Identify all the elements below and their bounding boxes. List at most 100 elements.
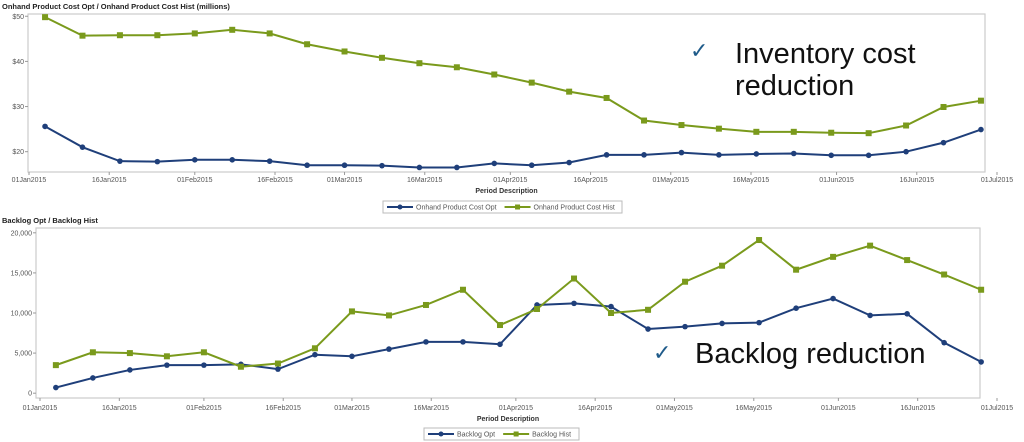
data-point <box>682 323 688 330</box>
inventory-annotation-line2: reduction <box>735 70 855 102</box>
data-point <box>200 349 207 356</box>
data-point <box>603 152 610 158</box>
data-point <box>311 345 318 352</box>
y-tick-label: 5,000 <box>14 351 32 358</box>
data-point <box>423 339 429 345</box>
data-point <box>341 162 348 169</box>
checkmark-icon: ✓ <box>653 340 672 365</box>
x-axis-label: Period Description <box>477 416 539 423</box>
data-point <box>191 30 198 37</box>
data-point <box>678 122 685 129</box>
data-point <box>528 162 535 169</box>
data-point <box>756 319 762 326</box>
y-tick-label: $30 <box>12 104 24 111</box>
x-tick-label: 01May2015 <box>652 177 689 184</box>
data-point <box>229 26 236 33</box>
data-point <box>496 322 503 329</box>
data-point <box>116 32 123 39</box>
data-point <box>416 164 423 171</box>
x-tick-label: 16Apr2015 <box>573 177 607 184</box>
x-tick-label: 01Mar2015 <box>327 177 363 184</box>
series-line-1 <box>44 16 982 135</box>
inventory-annotation: Inventory cost reduction <box>735 38 916 102</box>
data-point <box>682 278 689 285</box>
data-point <box>460 339 466 345</box>
legend-marker <box>515 204 521 210</box>
data-point <box>608 303 614 310</box>
data-point <box>266 158 273 164</box>
data-point <box>126 350 133 357</box>
data-point <box>379 162 385 169</box>
x-tick-label: 16May2015 <box>735 405 772 412</box>
data-point <box>497 341 503 348</box>
legend-label: Backlog Opt <box>457 432 495 439</box>
data-point <box>191 157 198 163</box>
data-point <box>753 128 760 135</box>
x-tick-label: 16Mar2015 <box>414 405 450 412</box>
data-point <box>453 64 460 71</box>
data-point <box>89 349 96 356</box>
x-tick-label: 01Jan2015 <box>12 177 47 184</box>
data-point <box>904 257 911 264</box>
legend: Backlog Opt Backlog Hist <box>423 427 580 441</box>
data-point <box>154 158 161 165</box>
data-point <box>237 363 244 370</box>
data-point <box>571 300 577 307</box>
data-point <box>977 97 984 104</box>
data-point <box>719 262 726 269</box>
data-point <box>571 275 578 282</box>
data-point <box>830 253 837 260</box>
data-point <box>422 301 429 308</box>
data-point <box>312 351 318 358</box>
data-point <box>641 117 648 124</box>
chart-title: Backlog Opt / Backlog Hist <box>2 216 98 225</box>
data-point <box>793 266 800 273</box>
data-point <box>645 326 651 332</box>
x-tick-label: 16Jan2015 <box>102 405 137 412</box>
data-point <box>385 312 392 319</box>
data-point <box>459 286 466 293</box>
data-point <box>904 311 910 317</box>
x-tick-label: 01Jul2015 <box>981 405 1013 412</box>
data-point <box>378 54 385 61</box>
data-point <box>867 242 874 249</box>
chart-0: Onhand Product Cost Opt / Onhand Product… <box>2 2 1013 214</box>
checkmark-icon: ✓ <box>690 38 709 63</box>
data-point <box>229 157 236 163</box>
data-point <box>715 125 722 132</box>
data-point <box>52 362 59 369</box>
data-point <box>416 60 423 67</box>
y-tick-label: 20,000 <box>11 230 33 237</box>
data-point <box>865 152 872 159</box>
data-point <box>386 346 392 352</box>
data-point <box>716 152 722 158</box>
data-point <box>641 152 647 158</box>
data-point <box>454 164 460 171</box>
x-tick-label: 01Feb2015 <box>177 177 213 184</box>
series-line-0 <box>44 125 982 169</box>
data-point <box>79 144 86 150</box>
data-point <box>978 359 984 365</box>
data-point <box>275 366 281 372</box>
data-point <box>941 271 948 278</box>
data-point <box>978 286 985 293</box>
x-tick-label: 16Feb2015 <box>257 177 293 184</box>
y-tick-label: 10,000 <box>11 311 33 318</box>
legend-label: Onhand Product Cost Hist <box>534 205 615 212</box>
plot-frame <box>35 227 981 399</box>
data-point <box>719 320 725 327</box>
data-point <box>341 48 348 55</box>
plot-frame <box>27 13 986 173</box>
data-point <box>867 312 873 319</box>
data-point <box>53 384 59 391</box>
x-tick-label: 01Apr2015 <box>493 177 527 184</box>
data-point <box>163 353 170 360</box>
data-point <box>828 129 835 136</box>
data-point <box>753 151 760 157</box>
data-point <box>793 305 799 311</box>
series-line-0 <box>55 297 982 389</box>
series-line-1 <box>55 238 982 368</box>
data-point <box>756 237 763 244</box>
inventory-annotation-line1: Inventory cost <box>735 38 916 70</box>
x-tick-label: 01Jan2015 <box>23 405 58 412</box>
